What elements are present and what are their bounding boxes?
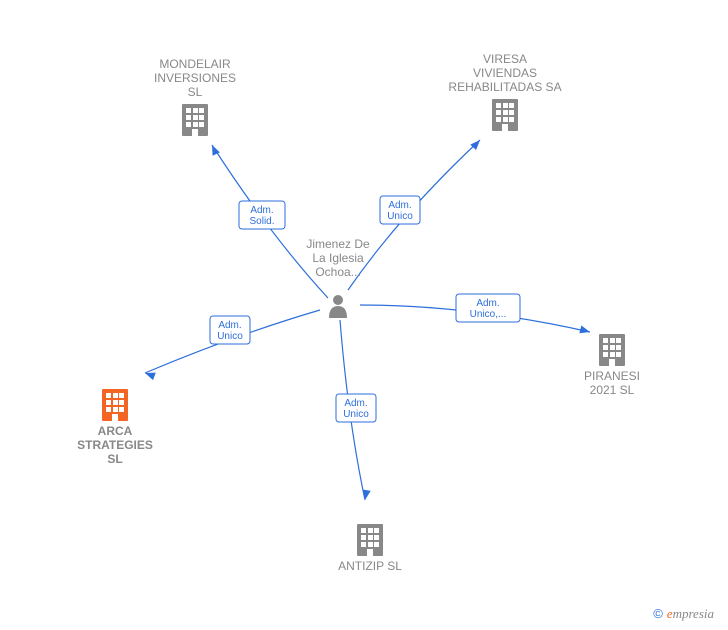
edges-layer: Adm.Solid.Adm.UnicoAdm.Unico,...Adm.Unic…: [144, 137, 591, 500]
nodes-layer: Jimenez DeLa IglesiaOchoa... MONDELAIRINV…: [77, 52, 640, 573]
edge-label-text: Adm.: [476, 298, 499, 309]
edge-label-text: Adm.: [344, 398, 367, 409]
company-label: SL: [107, 452, 122, 466]
company-label: ANTIZIP SL: [338, 559, 402, 573]
company-label: REHABILITADAS SA: [448, 80, 561, 94]
edge-label-text: Unico: [387, 211, 413, 222]
watermark-rest: mpresia: [673, 606, 714, 621]
edge-label-text: Adm.: [388, 200, 411, 211]
building-icon: ARCASTRATEGIESSL: [77, 389, 153, 466]
edge-label-text: Unico: [217, 331, 243, 342]
copyright-symbol: ©: [653, 606, 663, 621]
edge-label-text: Unico: [343, 409, 369, 420]
center-node-label: Jimenez De: [306, 237, 370, 251]
company-label: STRATEGIES: [77, 438, 153, 452]
company-label: SL: [188, 85, 203, 99]
person-icon: [329, 295, 347, 318]
company-label: PIRANESI: [584, 369, 640, 383]
edge-label-text: Unico,...: [470, 309, 507, 320]
company-label: MONDELAIR: [159, 57, 231, 71]
company-label: VIRESA: [483, 52, 527, 66]
center-node-label: Ochoa...: [315, 265, 360, 279]
center-node-label: La Iglesia: [312, 251, 364, 265]
edge-label-text: Adm.: [250, 205, 273, 216]
building-icon: ANTIZIP SL: [338, 524, 402, 573]
company-label: 2021 SL: [590, 383, 635, 397]
building-icon: PIRANESI2021 SL: [584, 334, 640, 397]
company-label: INVERSIONES: [154, 71, 236, 85]
edge-label-text: Solid.: [249, 216, 274, 227]
company-label: ARCA: [98, 424, 133, 438]
relationship-diagram: Adm.Solid.Adm.UnicoAdm.Unico,...Adm.Unic…: [0, 0, 728, 630]
watermark: ©empresia: [653, 606, 714, 622]
building-icon: VIRESAVIVIENDASREHABILITADAS SA: [448, 52, 561, 131]
company-label: VIVIENDAS: [473, 66, 537, 80]
building-icon: MONDELAIRINVERSIONESSL: [154, 57, 236, 136]
edge-label-text: Adm.: [218, 320, 241, 331]
